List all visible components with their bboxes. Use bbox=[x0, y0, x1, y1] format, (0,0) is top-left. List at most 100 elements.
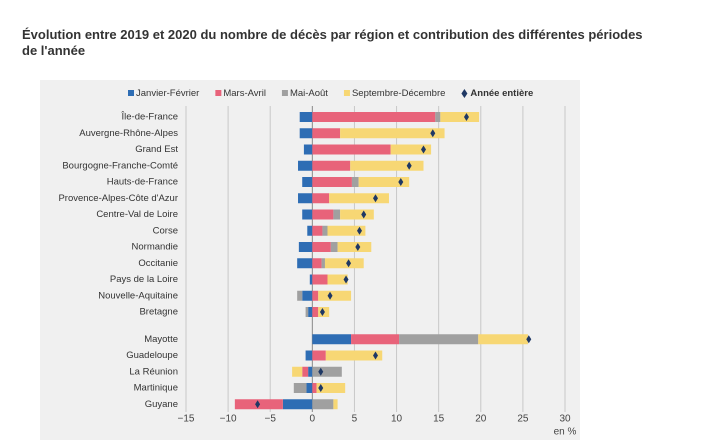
total-marker bbox=[356, 226, 362, 235]
bar-segment bbox=[327, 225, 366, 236]
y-tick-label: Corse bbox=[153, 225, 178, 236]
x-axis-label: en % bbox=[554, 427, 577, 438]
x-tick-label: −15 bbox=[178, 414, 195, 425]
bar-segment bbox=[340, 209, 374, 220]
legend-swatch bbox=[281, 90, 288, 96]
bar-segment bbox=[293, 383, 307, 393]
total-marker bbox=[343, 275, 349, 284]
y-tick-label: Nouvelle-Aquitaine bbox=[98, 290, 178, 301]
bar-segment bbox=[292, 366, 303, 377]
y-tick-label: Île-de-France bbox=[121, 112, 179, 123]
bar-segment bbox=[307, 225, 313, 236]
bar-segment bbox=[390, 144, 432, 155]
total-marker bbox=[463, 113, 469, 121]
legend-swatch bbox=[215, 90, 222, 96]
x-tick-label: 0 bbox=[310, 414, 316, 425]
bar-segment bbox=[305, 307, 309, 317]
y-tick-label: Guyane bbox=[145, 399, 178, 410]
bar-segment bbox=[312, 209, 334, 220]
bar-segment bbox=[297, 290, 303, 301]
bar-segment bbox=[324, 258, 364, 269]
title-line: Évolution entre 2019 et 2020 du nombre d… bbox=[22, 27, 643, 42]
total-marker bbox=[526, 335, 532, 344]
bar-segment bbox=[399, 334, 479, 345]
chart-title: Évolution entre 2019 et 2020 du nombre d… bbox=[22, 27, 643, 58]
legend-label: Mars-Avril bbox=[223, 88, 266, 99]
bar-segment bbox=[312, 242, 331, 252]
bar-segment bbox=[309, 274, 313, 285]
total-marker bbox=[327, 291, 333, 300]
y-tick-label: Martinique bbox=[134, 383, 178, 394]
bar-segment bbox=[302, 366, 309, 377]
total-marker bbox=[430, 129, 436, 138]
total-marker bbox=[318, 384, 324, 392]
legend-label: Septembre-Décembre bbox=[352, 88, 445, 99]
total-marker bbox=[398, 178, 404, 186]
title-line: de l'année bbox=[22, 43, 85, 58]
bar-segment bbox=[333, 399, 338, 410]
bar-segment bbox=[440, 112, 480, 122]
y-tick-label: Provence-Alpes-Côte d'Azur bbox=[58, 193, 178, 204]
y-tick-label: Bourgogne-Franche-Comté bbox=[62, 160, 178, 171]
bar-segment bbox=[312, 399, 334, 410]
bar-segment bbox=[358, 177, 410, 187]
bar-segment bbox=[299, 128, 313, 139]
bar-segment bbox=[327, 274, 348, 285]
x-tick-label: 25 bbox=[517, 414, 529, 425]
bar-segment bbox=[330, 242, 338, 252]
bar-segment bbox=[312, 177, 352, 187]
total-marker bbox=[406, 161, 412, 170]
bar-segment bbox=[325, 350, 383, 361]
total-marker bbox=[318, 367, 324, 376]
bar-segment bbox=[312, 290, 319, 301]
y-tick-label: Centre-Val de Loire bbox=[96, 209, 178, 220]
y-tick-label: Normandie bbox=[132, 242, 178, 253]
bar-segment bbox=[321, 258, 325, 269]
bar-segment bbox=[303, 144, 313, 155]
legend-marker bbox=[461, 89, 468, 98]
x-tick-label: 5 bbox=[352, 414, 358, 425]
bar-segment bbox=[297, 258, 313, 269]
bar-segment bbox=[337, 242, 372, 252]
legend-label: Année entière bbox=[470, 88, 533, 99]
bar-segment bbox=[305, 350, 313, 361]
bar-segment bbox=[308, 366, 313, 377]
y-tick-label: Mayotte bbox=[144, 334, 178, 345]
bar-segment bbox=[351, 334, 400, 345]
bar-segment bbox=[302, 290, 313, 301]
bar-segment bbox=[299, 112, 313, 122]
y-tick-label: Auvergne-Rhône-Alpes bbox=[79, 128, 178, 139]
bar-segment bbox=[308, 307, 313, 317]
bar-segment bbox=[298, 242, 313, 252]
x-tick-label: 15 bbox=[433, 414, 445, 425]
bar-segment bbox=[350, 160, 424, 171]
bar-segment bbox=[298, 193, 313, 204]
x-tick-label: 30 bbox=[559, 414, 571, 425]
y-tick-label: Occitanie bbox=[138, 258, 178, 269]
legend-swatch bbox=[343, 90, 350, 96]
bar-segment bbox=[312, 334, 352, 345]
bar-segment bbox=[312, 112, 436, 122]
bar-segment bbox=[435, 112, 441, 122]
total-marker bbox=[346, 259, 352, 268]
x-tick-label: 10 bbox=[391, 414, 403, 425]
x-tick-label: −10 bbox=[220, 414, 237, 425]
y-tick-label: Grand Est bbox=[135, 144, 178, 155]
bar-segment bbox=[316, 383, 346, 393]
total-marker bbox=[319, 308, 325, 316]
bar-segment bbox=[312, 225, 323, 236]
bar-segment bbox=[312, 350, 326, 361]
bar-segment bbox=[322, 225, 328, 236]
y-tick-label: Pays de la Loire bbox=[110, 274, 178, 285]
bar-segment bbox=[302, 177, 313, 187]
bar-segment bbox=[312, 258, 322, 269]
bar-segment bbox=[312, 274, 328, 285]
bar-segment bbox=[312, 144, 391, 155]
bar-segment bbox=[312, 383, 317, 393]
x-tick-label: 20 bbox=[475, 414, 487, 425]
legend-label: Mai-Août bbox=[290, 88, 328, 99]
total-marker bbox=[255, 400, 261, 409]
bar-segment bbox=[312, 160, 351, 171]
bar-segment bbox=[312, 307, 319, 317]
